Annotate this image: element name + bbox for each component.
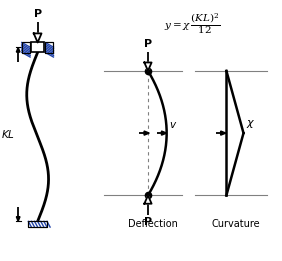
Polygon shape [16, 48, 20, 52]
Polygon shape [221, 131, 226, 135]
Polygon shape [144, 195, 152, 204]
Bar [31, 43, 44, 52]
Polygon shape [162, 131, 167, 135]
Text: $KL$: $KL$ [1, 128, 15, 140]
Text: $y = \chi\,\dfrac{(KL)^2}{12}$: $y = \chi\,\dfrac{(KL)^2}{12}$ [164, 11, 220, 36]
Bar [28, 221, 47, 227]
Bar [22, 42, 30, 53]
Polygon shape [144, 62, 152, 71]
Polygon shape [34, 33, 41, 43]
Bar [22, 42, 30, 53]
Bar [28, 221, 47, 227]
Text: P: P [34, 9, 42, 19]
Text: $\chi$: $\chi$ [246, 118, 255, 130]
Text: P: P [144, 217, 152, 227]
Polygon shape [144, 131, 149, 135]
Polygon shape [16, 217, 20, 221]
Text: $v$: $v$ [169, 121, 177, 130]
Text: Curvature: Curvature [212, 219, 261, 229]
Text: Deflection: Deflection [128, 219, 178, 229]
Bar [45, 42, 54, 53]
Text: P: P [144, 39, 152, 49]
Bar [45, 42, 54, 53]
